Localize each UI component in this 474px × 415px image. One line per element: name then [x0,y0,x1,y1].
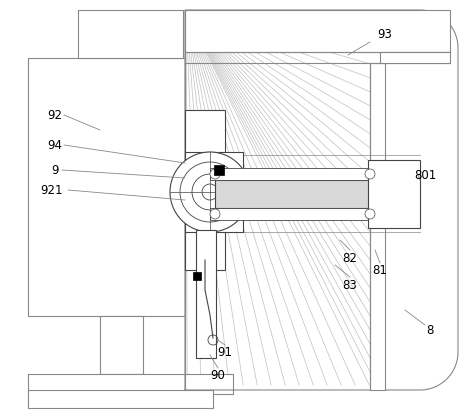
Text: 921: 921 [41,183,63,196]
Circle shape [365,169,375,179]
Bar [196,230,216,358]
Circle shape [365,209,375,219]
Bar [215,180,370,208]
Circle shape [210,209,220,219]
Text: 93: 93 [378,29,392,42]
Bar [380,52,450,63]
Bar [78,10,183,58]
Text: 82: 82 [343,251,357,264]
Bar [210,208,375,220]
Bar [185,152,243,232]
Text: 801: 801 [414,168,436,181]
Bar [100,316,143,374]
Text: 91: 91 [218,346,233,359]
Bar [28,390,213,408]
Bar [214,165,224,175]
Text: 8: 8 [426,324,434,337]
Bar [193,272,201,280]
Circle shape [170,152,250,232]
Text: 83: 83 [343,278,357,291]
Bar [28,58,185,316]
Bar [370,63,385,390]
Text: 92: 92 [47,108,63,122]
Bar [210,168,375,180]
Bar [28,374,233,394]
Bar [185,10,450,52]
Bar [368,160,420,228]
Bar [185,110,225,270]
Text: 90: 90 [210,369,226,381]
Text: 9: 9 [51,164,59,176]
Polygon shape [185,10,458,390]
Text: 94: 94 [47,139,63,151]
Circle shape [210,169,220,179]
Text: 81: 81 [373,264,387,276]
